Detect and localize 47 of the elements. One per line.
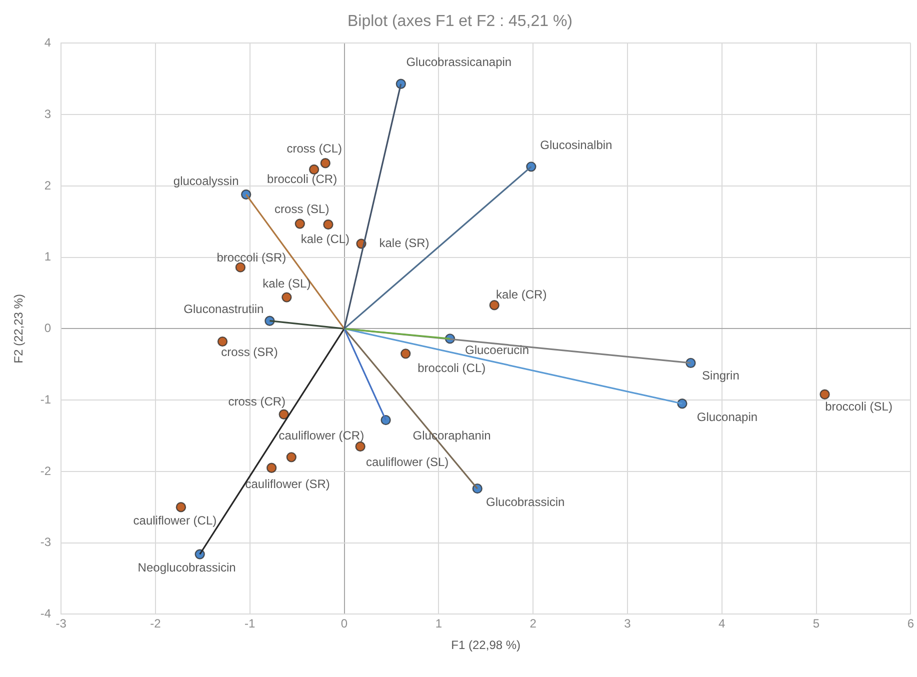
y-tick-label: 3 [44,106,52,121]
x-tick-label: 6 [907,616,914,631]
chart-title: Biplot (axes F1 et F2 : 45,21 %) [348,13,572,30]
x-tick-label: 4 [718,616,726,631]
annotation: cauliflower (CR) [278,428,364,442]
annotation: kale (CR) [496,287,547,302]
y-tick-label: 2 [44,178,52,192]
annotation: glucoalyssin [173,174,239,188]
annotation: Glucosinalbin [540,138,612,152]
annotation: cross (CL) [286,141,342,156]
annotation: cross (SL) [274,202,330,216]
x-tick-label: 3 [624,616,632,631]
annotation: Glucobrassicin [486,494,565,509]
annotation: broccoli (CL) [418,360,486,375]
x-tick-label: 1 [435,616,442,631]
y-tick-label: 0 [44,321,52,336]
annotation: broccoli (SR) [216,250,286,265]
annotation: Gluconapin [696,410,758,424]
annotation: cross (CR) [228,394,286,409]
annotation: Singrin [702,368,740,382]
x-tick-label: 5 [812,616,820,631]
annotation: kale (CL) [300,232,350,246]
x-tick-label: -1 [244,616,256,631]
annotation: kale (SL) [262,276,311,291]
y-axis-title: F2 (22,23 %) [12,294,26,364]
x-tick-label: -2 [150,616,162,631]
annotation: broccoli (SL) [825,400,892,414]
y-tick-label: 4 [44,36,52,50]
x-axis-title: F1 (22,98 %) [451,638,521,652]
x-tick-label: 2 [530,616,537,631]
annotation: cross (SR) [221,344,278,359]
x-tick-label: -3 [56,616,67,631]
annotation: Neoglucobrassicin [138,560,236,575]
annotation: cauliflower (CL) [133,513,217,528]
y-tick-label: -1 [40,392,52,406]
annotation: cauliflower (SL) [366,454,449,469]
y-tick-label: -2 [40,464,52,478]
annotation: Gluconastrutiin [184,302,264,316]
annotation: broccoli (CR) [267,172,338,186]
annotation: Glucoerucin [464,343,530,358]
annotation: cauliflower (SR) [245,477,330,492]
y-tick-label: -3 [40,535,52,550]
y-tick-label: -4 [40,606,52,621]
x-tick-label: 0 [340,616,348,631]
annotation: kale (SR) [379,236,430,250]
annotation: Glucobrassicanapin [406,55,512,70]
y-tick-label: 1 [44,250,52,264]
